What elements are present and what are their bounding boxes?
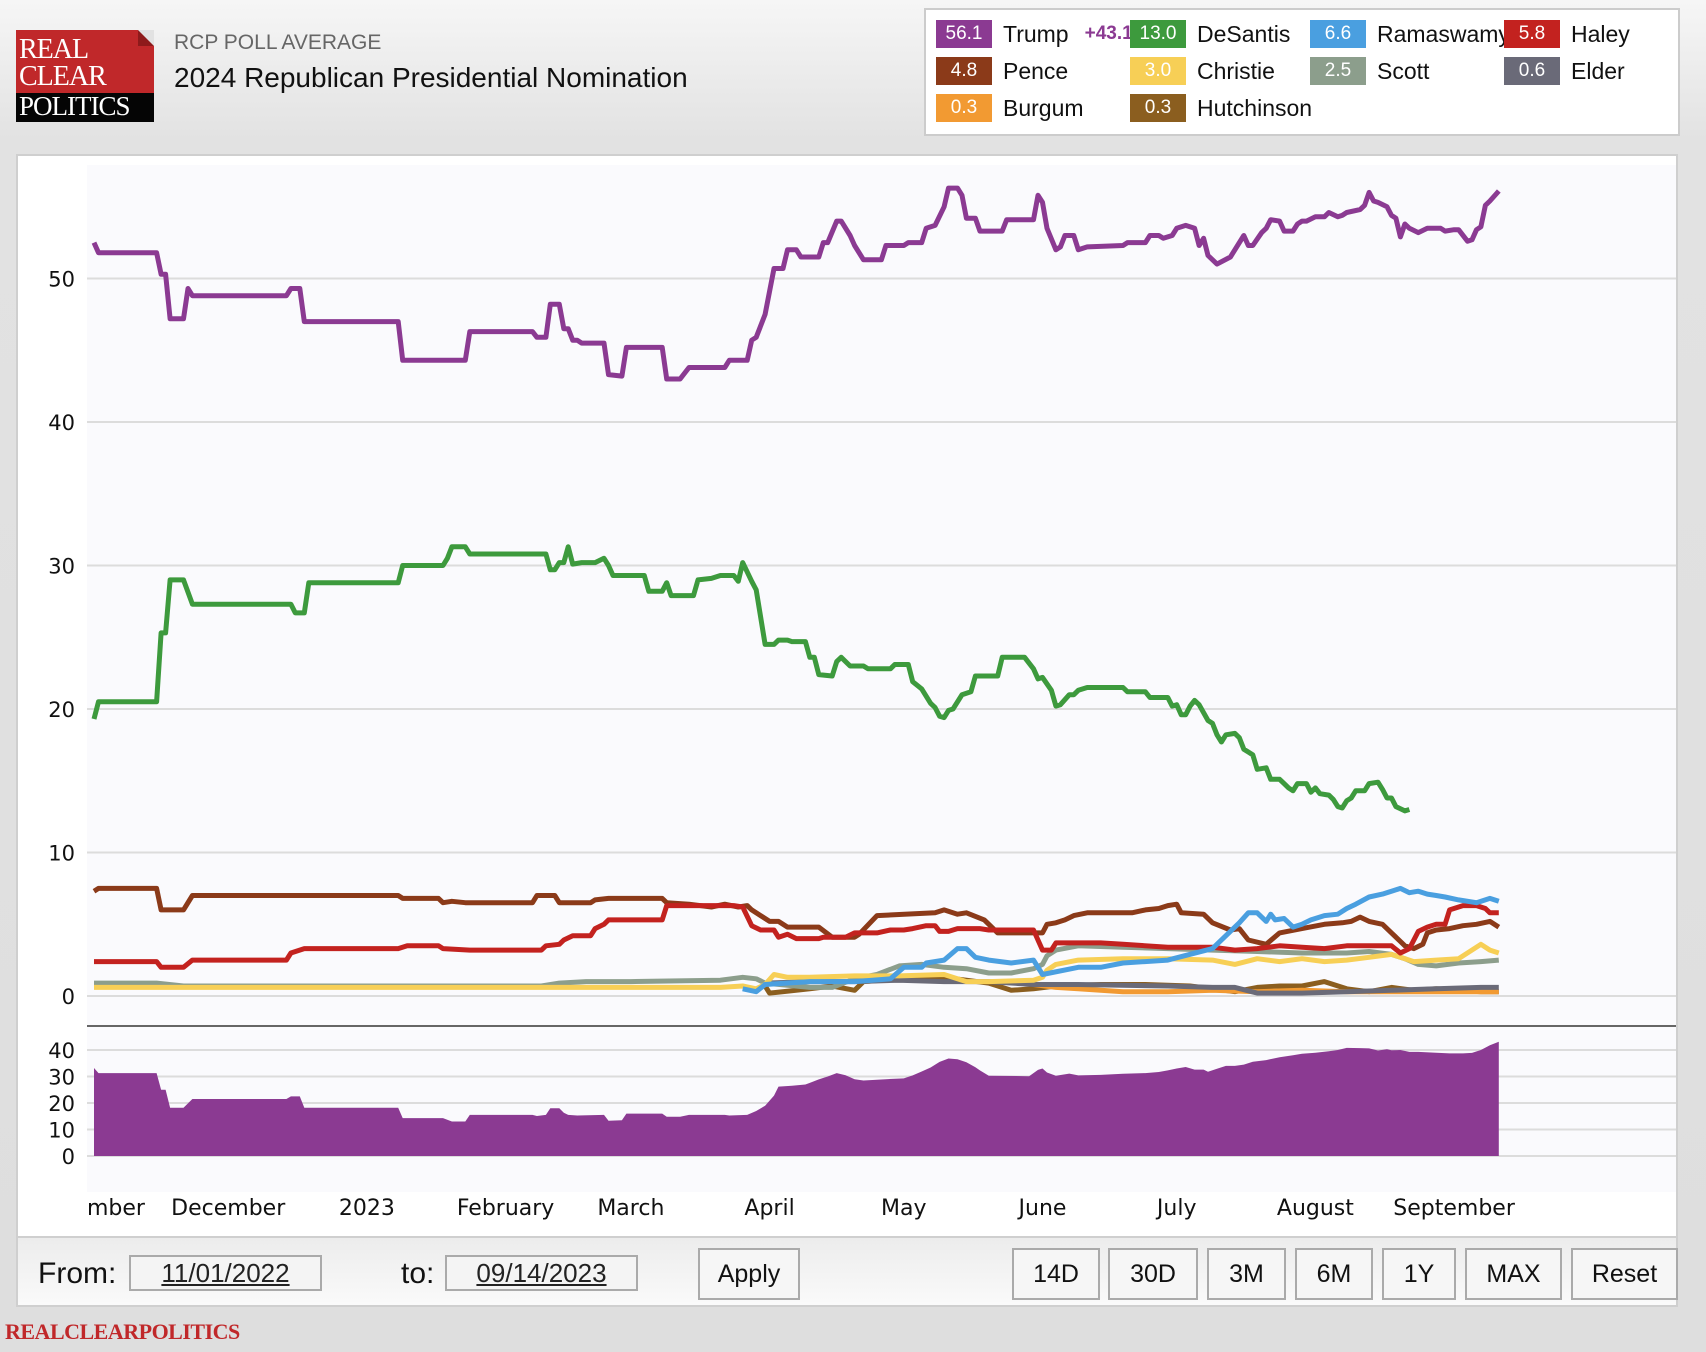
legend-item-scott[interactable]: 2.5 Scott — [1310, 56, 1429, 86]
range-14d-button[interactable]: 14D — [1012, 1248, 1100, 1300]
y-tick-label: 10 — [48, 842, 75, 866]
logo-red-block — [16, 30, 154, 94]
x-tick-label: August — [1277, 1196, 1354, 1221]
x-tick-label: June — [1017, 1196, 1067, 1221]
series-line-christie[interactable] — [94, 941, 1500, 992]
series-line-ramaswamy[interactable] — [742, 885, 1500, 995]
x-tick-label: May — [881, 1196, 926, 1221]
main-gridlines — [87, 277, 1676, 997]
x-axis-months: mber December 2023 February March April May Jun… — [87, 1196, 1516, 1221]
x-tick-label: September — [1393, 1196, 1516, 1221]
legend-name: Christie — [1197, 57, 1275, 84]
to-date-input[interactable]: 09/14/2023 — [445, 1255, 638, 1291]
legend-value: 13.0 — [1130, 20, 1186, 48]
series-line-scott[interactable] — [94, 943, 1500, 990]
legend-value: 4.8 — [936, 57, 992, 85]
legend-value: 56.1 — [936, 20, 992, 48]
footer-brand[interactable]: REALCLEARPOLITICS — [5, 1319, 240, 1344]
to-label: to: — [401, 1257, 435, 1290]
legend-item-ramaswamy[interactable]: 6.6 Ramaswamy — [1310, 19, 1510, 49]
series-line-haley[interactable] — [94, 903, 1499, 970]
legend-name: Elder — [1571, 57, 1625, 84]
series-lines — [91, 185, 1501, 996]
range-max-button[interactable]: MAX — [1465, 1248, 1562, 1300]
plot-background — [87, 165, 1676, 1192]
legend: 56.1 Trump +43.1 13.0 DeSantis 6.6 Ramas… — [924, 8, 1680, 136]
y-tick-label: 20 — [48, 1092, 75, 1116]
x-tick-label: 2023 — [339, 1196, 395, 1221]
y-tick-label: 50 — [48, 268, 75, 292]
legend-name: Haley — [1571, 20, 1630, 47]
logo-line-3: POLITICS — [19, 91, 131, 121]
x-tick-label: mber — [87, 1196, 146, 1221]
legend-name: Pence — [1003, 57, 1069, 84]
logo-black-block — [16, 93, 154, 122]
range-6m-button[interactable]: 6M — [1295, 1248, 1373, 1300]
series-line-desantis[interactable] — [91, 544, 1411, 814]
legend-name: Burgum — [1003, 94, 1084, 121]
legend-item-trump[interactable]: 56.1 Trump +43.1 — [936, 19, 1133, 49]
range-3m-button[interactable]: 3M — [1207, 1248, 1286, 1300]
x-tick-label: February — [457, 1196, 555, 1221]
legend-item-desantis[interactable]: 13.0 DeSantis — [1130, 19, 1290, 49]
spread-area — [94, 1041, 1499, 1156]
spread-area-fill[interactable] — [94, 1041, 1499, 1156]
range-30d-button[interactable]: 30D — [1108, 1248, 1198, 1300]
rcp-logo[interactable]: REAL CLEAR POLITICS — [16, 30, 154, 122]
legend-name: Ramaswamy — [1377, 20, 1510, 47]
legend-name: Scott — [1377, 57, 1430, 84]
from-date-input[interactable]: 11/01/2022 — [129, 1255, 322, 1291]
series-line-trump[interactable] — [91, 185, 1501, 382]
y-tick-label: 0 — [62, 985, 75, 1009]
main-y-axis: 0 10 20 30 40 50 — [48, 268, 75, 1010]
y-tick-label: 30 — [48, 555, 75, 579]
legend-item-haley[interactable]: 5.8 Haley — [1504, 19, 1630, 49]
logo-line-1: REAL — [19, 34, 89, 65]
x-tick-label: December — [171, 1196, 286, 1221]
legend-name: Trump — [1003, 20, 1069, 47]
x-tick-label: April — [744, 1196, 794, 1221]
x-tick-label: July — [1155, 1196, 1197, 1221]
legend-value: 0.3 — [1130, 94, 1186, 122]
legend-value: 6.6 — [1310, 20, 1366, 48]
legend-value: 3.0 — [1130, 57, 1186, 85]
lead-spread: +43.1 — [1084, 23, 1133, 44]
chart-subtitle: RCP POLL AVERAGE — [174, 31, 382, 54]
reset-button[interactable]: Reset — [1571, 1248, 1678, 1300]
apply-button[interactable]: Apply — [698, 1248, 800, 1300]
y-tick-label: 10 — [48, 1119, 75, 1143]
y-tick-label: 40 — [48, 1039, 75, 1063]
legend-item-elder[interactable]: 0.6 Elder — [1504, 56, 1625, 86]
y-tick-label: 30 — [48, 1066, 75, 1090]
legend-value: 0.6 — [1504, 57, 1560, 85]
legend-value: 2.5 — [1310, 57, 1366, 85]
range-1y-button[interactable]: 1Y — [1382, 1248, 1456, 1300]
y-tick-label: 40 — [48, 411, 75, 435]
legend-name: DeSantis — [1197, 20, 1291, 47]
legend-name: Hutchinson — [1197, 94, 1313, 121]
x-tick-label: March — [597, 1196, 664, 1221]
y-tick-label: 0 — [62, 1145, 75, 1169]
chart-title: 2024 Republican Presidential Nomination — [174, 62, 688, 93]
logo-line-2: CLEAR — [19, 61, 107, 92]
legend-item-burgum[interactable]: 0.3 Burgum — [936, 93, 1084, 123]
y-tick-label: 20 — [48, 698, 75, 722]
from-label: From: — [38, 1257, 117, 1290]
series-line-pence[interactable] — [92, 885, 1501, 952]
legend-item-pence[interactable]: 4.8 Pence — [936, 56, 1068, 86]
legend-value: 5.8 — [1504, 20, 1560, 48]
legend-value: 0.3 — [936, 94, 992, 122]
legend-item-christie[interactable]: 3.0 Christie — [1130, 56, 1275, 86]
legend-item-hutchinson[interactable]: 0.3 Hutchinson — [1130, 93, 1312, 123]
logo-fold-corner — [138, 30, 154, 46]
